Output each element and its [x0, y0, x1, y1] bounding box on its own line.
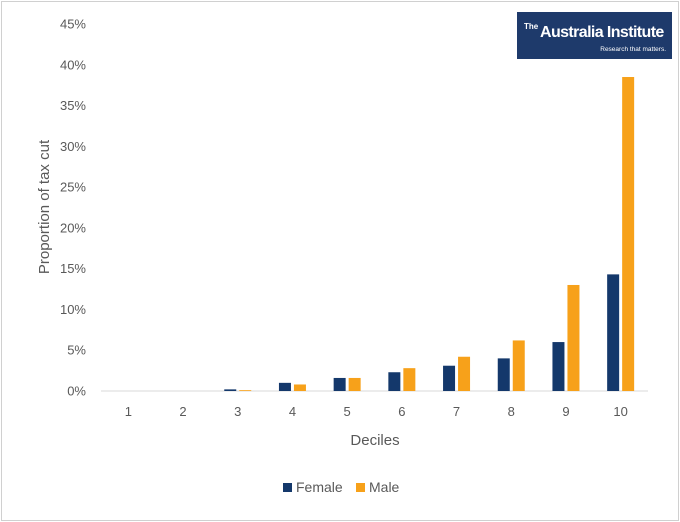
legend-label-female: Female [296, 479, 343, 495]
x-tick-label: 3 [234, 404, 241, 419]
x-tick-label: 5 [344, 404, 351, 419]
bar-female-decile-9 [552, 342, 565, 391]
logo-background [517, 12, 672, 59]
logo-tagline: Research that matters. [600, 46, 666, 53]
bar-female-decile-5 [333, 377, 346, 391]
x-tick-label: 2 [179, 404, 186, 419]
y-axis-ticks: 0% 5% 10% 15% 20% 25% 30% 35% 40% 45% [60, 17, 86, 399]
y-tick-label: 10% [60, 302, 86, 317]
legend-item-female: Female [283, 479, 343, 495]
bar-male-decile-4 [293, 384, 306, 391]
y-tick-label: 15% [60, 261, 86, 276]
bar-female-decile-8 [497, 358, 510, 391]
x-axis-title: Deciles [350, 432, 399, 449]
y-tick-label: 0% [67, 384, 86, 399]
bar-male-decile-3 [239, 390, 252, 391]
legend: Female Male [283, 479, 400, 495]
bar-female-decile-7 [443, 365, 456, 391]
logo-the: The [524, 22, 539, 31]
bar-male-decile-10 [622, 77, 635, 391]
bar-female-decile-6 [388, 372, 401, 391]
legend-swatch-male [356, 483, 365, 492]
legend-item-male: Male [356, 479, 400, 495]
bar-male-decile-6 [403, 368, 416, 391]
legend-label-male: Male [369, 479, 400, 495]
y-tick-label: 45% [60, 17, 86, 32]
y-tick-label: 35% [60, 98, 86, 113]
bar-female-decile-3 [224, 389, 237, 391]
x-axis-ticks: 1 2 3 4 5 6 7 8 9 10 [125, 404, 628, 419]
logo-name: Australia Institute [540, 24, 664, 41]
legend-swatch-female [283, 483, 292, 492]
y-axis-title: Proportion of tax cut [36, 139, 53, 274]
y-tick-label: 25% [60, 180, 86, 195]
y-tick-label: 30% [60, 139, 86, 154]
bar-male-decile-8 [512, 340, 525, 391]
x-tick-label: 7 [453, 404, 460, 419]
x-tick-label: 9 [562, 404, 569, 419]
x-tick-label: 4 [289, 404, 296, 419]
bar-female-decile-4 [278, 382, 291, 391]
x-tick-label: 6 [398, 404, 405, 419]
x-tick-label: 1 [125, 404, 132, 419]
bar-male-decile-7 [458, 356, 471, 391]
x-tick-label: 10 [613, 404, 627, 419]
x-tick-label: 8 [508, 404, 515, 419]
logo: The Australia Institute Research that ma… [517, 12, 672, 59]
y-tick-label: 40% [60, 57, 86, 72]
bar-male-decile-9 [567, 284, 580, 391]
bar-male-decile-5 [348, 377, 361, 391]
bars [224, 77, 635, 391]
y-tick-label: 5% [67, 343, 86, 358]
y-tick-label: 20% [60, 220, 86, 235]
bar-female-decile-10 [607, 274, 620, 391]
